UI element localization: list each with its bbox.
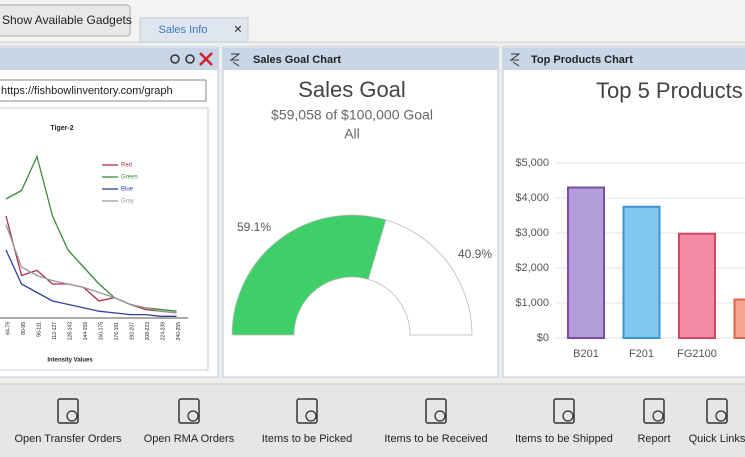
- action-label[interactable]: Open Transfer Orders: [15, 433, 122, 445]
- y-tick-label: $0: [537, 332, 549, 344]
- action-icon[interactable]: [643, 398, 665, 424]
- x-tick-label: 160-175: [98, 322, 104, 341]
- chart-title: Tiger-2: [50, 125, 73, 132]
- header-icon: [229, 53, 241, 67]
- y-tick-label: $2,000: [515, 262, 549, 274]
- bar: [622, 205, 661, 339]
- action-label[interactable]: Items to be Received: [384, 433, 487, 445]
- graph-image: [0, 107, 209, 371]
- value-label: 40.9%: [458, 247, 492, 261]
- action-label[interactable]: Quick Links: [689, 433, 745, 445]
- x-tick-label: 128-143: [67, 322, 73, 341]
- tab[interactable]: [139, 17, 249, 43]
- chart-title: Top 5 Products: [596, 78, 743, 103]
- x-tick-label: 144-159: [83, 322, 89, 341]
- legend-label: Green: [121, 175, 138, 181]
- action-icon-detail[interactable]: [434, 410, 446, 422]
- x-tick-label: 176-191: [114, 322, 120, 341]
- gadgets-button-label[interactable]: Show Available Gadgets: [2, 13, 132, 27]
- action-icon-detail[interactable]: [66, 410, 78, 422]
- action-icon-detail[interactable]: [305, 410, 317, 422]
- panel-controls[interactable]: [170, 52, 213, 66]
- action-label[interactable]: Report: [637, 433, 670, 445]
- close-icon[interactable]: [199, 52, 213, 66]
- action-icon-detail[interactable]: [562, 410, 574, 422]
- chart-subtitle: $59,058 of $100,000 Goal: [271, 107, 433, 123]
- action-bar: [0, 384, 745, 457]
- action-label[interactable]: Items to be Picked: [262, 433, 353, 445]
- action-label[interactable]: Open RMA Orders: [144, 433, 235, 445]
- x-tick-label: 112-127: [52, 322, 58, 340]
- action-icon[interactable]: [706, 398, 728, 424]
- x-tick-label: 192-207: [129, 322, 135, 341]
- action-icon[interactable]: [296, 398, 318, 424]
- graph-panel-header: [0, 48, 218, 70]
- action-icon[interactable]: [57, 398, 79, 424]
- line-series: [5, 249, 177, 317]
- settings-icon[interactable]: [185, 54, 195, 64]
- bar: [567, 186, 605, 339]
- y-tick-label: $4,000: [515, 192, 549, 204]
- y-tick-label: $3,000: [515, 227, 549, 239]
- tab-close[interactable]: ×: [234, 21, 242, 37]
- url-text[interactable]: https://fishbowlinventory.com/graph: [1, 85, 173, 97]
- tab-label[interactable]: Sales Info: [159, 24, 208, 36]
- x-tick-label: 208-223: [145, 322, 151, 341]
- bar: [733, 298, 745, 339]
- panel-title: Sales Goal Chart: [253, 54, 341, 66]
- refresh-icon[interactable]: [170, 54, 180, 64]
- action-label[interactable]: Items to be Shipped: [515, 433, 613, 445]
- chart-caption: All: [344, 126, 360, 142]
- action-icon-detail[interactable]: [187, 410, 199, 422]
- chart-title: Sales Goal: [298, 77, 406, 102]
- legend-label: Gray: [121, 199, 134, 205]
- legend-label: Red: [121, 163, 132, 169]
- x-tick-label: 240-255: [176, 322, 182, 341]
- action-icon-detail[interactable]: [715, 410, 727, 422]
- action-icon-detail[interactable]: [652, 410, 664, 422]
- x-tick-label: FG2100: [677, 348, 717, 360]
- x-tick-label: 64-79: [5, 322, 11, 335]
- panel-title: Top Products Chart: [531, 54, 633, 66]
- sales-goal-header: [223, 48, 498, 70]
- url-field[interactable]: [0, 79, 207, 102]
- gauge-segment: [367, 219, 473, 336]
- x-tick-label: B201: [573, 348, 599, 360]
- action-icon[interactable]: [425, 398, 447, 424]
- y-tick-label: $5,000: [515, 157, 549, 169]
- bar: [678, 232, 716, 339]
- line-series: [5, 215, 177, 314]
- action-icon[interactable]: [178, 398, 200, 424]
- x-tick-label: 224-239: [160, 322, 166, 341]
- x-tick-label: 96-111: [36, 322, 42, 337]
- action-icon[interactable]: [553, 398, 575, 424]
- gauge-segment: [231, 214, 387, 336]
- top-products-header: [503, 48, 745, 70]
- gadgets-button[interactable]: [0, 4, 131, 37]
- y-tick-label: $1,000: [515, 297, 549, 309]
- x-tick-label: 80-95: [21, 322, 27, 335]
- x-tick-label: F201: [629, 348, 654, 360]
- header-icon: [509, 53, 521, 67]
- x-axis-label: Intensity Values: [47, 358, 93, 364]
- value-label: 59.1%: [237, 220, 271, 234]
- line-series: [5, 224, 177, 314]
- legend-label: Blue: [121, 187, 134, 193]
